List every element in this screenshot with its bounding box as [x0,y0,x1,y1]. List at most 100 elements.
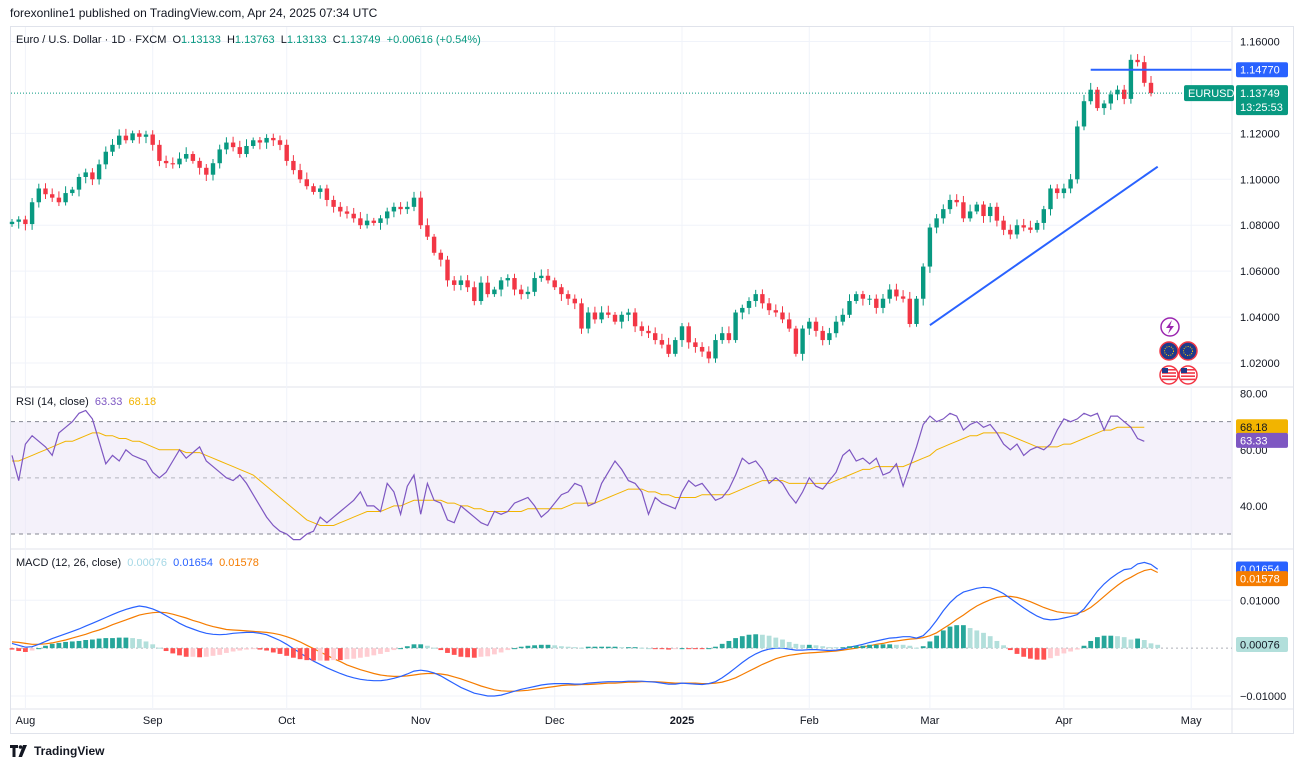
macd-hist-bar-106 [719,643,725,649]
annotations [11,68,1232,326]
candle-120 [813,317,819,337]
candle-body-63 [431,236,437,253]
macd-hist-bar-134 [907,645,913,649]
macd-hist-bar-113 [766,635,772,649]
candle-body-24 [170,163,175,165]
candle-42 [291,155,296,175]
candle-body-116 [787,319,792,329]
candle-92 [626,308,631,322]
candle-138 [934,214,939,234]
macd-hist-bar-51 [351,648,357,659]
macd-hist-bar-152 [1028,648,1033,659]
candle-body-3 [29,202,35,225]
rsi-ma-line [12,426,1145,526]
macd-hist-bar-170 [1148,643,1154,649]
candle-3 [29,197,35,230]
price-axis: 1.16000 1.12000 1.10000 1.08000 1.06000 1.040… [1184,36,1288,703]
macd-hist-bar-155 [1048,648,1053,659]
macd-hist-bar-160 [1081,645,1087,649]
candle-body-144 [974,204,979,212]
macd-hist-bar-14 [103,638,109,649]
macd-hist-bar-130 [880,644,886,649]
candle-body-131 [887,289,892,299]
macd-hist-bar-26 [183,648,189,657]
candle-body-145 [981,204,986,217]
macd-hist-bar-75 [512,648,517,650]
macd-hist-bar-147 [994,640,1000,649]
candle-body-80 [545,275,551,281]
macd-hist-bar-6 [49,643,55,649]
candle-158 [1068,174,1073,194]
candle-body-87 [592,312,598,320]
macd-hist-bar-35 [244,648,249,650]
candle-40 [277,135,283,151]
candle-body-151 [1021,225,1026,228]
candle-74 [505,274,510,287]
candle-body-166 [1122,89,1127,99]
macd-hist-bar-158 [1068,648,1073,652]
candle-91 [619,311,624,329]
macd-hist-value: 0.00076 [127,557,168,569]
candle-body-50 [344,211,350,214]
time-label-7: Mar [920,715,939,727]
candle-body-45 [311,186,316,192]
macd-hist-bar-13 [96,638,102,649]
eu-flag-stars-1 [1183,346,1193,356]
candle-83 [565,290,571,306]
candle-body-12 [90,172,95,180]
candle-body-167 [1128,59,1134,99]
candle-body-105 [713,340,718,359]
candle-85 [579,298,584,334]
close-value: 1.13749 [340,34,381,46]
candle-167 [1128,54,1134,104]
macd-hist-bar-55 [378,648,383,654]
macd-hist-bar-1 [16,648,22,652]
macd-hist-bar-101 [686,648,692,650]
macd-hist-bar-64 [438,648,444,651]
macd-hist-bar-115 [780,639,785,649]
candle-body-75 [512,278,517,290]
candle-107 [726,326,732,344]
footer-brand[interactable]: TradingView [10,744,104,758]
macd-hist-bar-110 [746,634,752,649]
candle-body-148 [1001,220,1006,230]
us-flag-icon-0 [1159,365,1179,385]
us-flag-stripe-1-1 [1181,372,1195,374]
low-label: L [280,34,287,46]
candle-61 [418,191,423,229]
candle-103 [699,342,705,357]
macd-hist-bar-151 [1021,648,1027,657]
candle-body-58 [398,206,403,210]
macd-hist-bar-121 [820,646,826,649]
macd-hist-bar-62 [425,645,430,649]
candle-body-42 [291,160,296,171]
candle-128 [867,294,872,306]
macd-hist-bar-63 [431,647,437,649]
candle-body-53 [364,220,370,226]
macd-hist-bar-129 [873,644,879,649]
candle-148 [1001,215,1006,236]
candle-body-133 [900,296,906,299]
candle-body-97 [659,340,665,345]
candle-111 [753,289,758,307]
candle-10 [76,173,82,197]
rsi-ma-value: 68.18 [128,396,157,408]
macd-hist-bar-72 [492,648,497,655]
macd-hist-bar-31 [217,648,223,655]
last-price-tag-bg [1236,85,1288,116]
candle-body-103 [699,346,705,352]
macd-hist-bar-161 [1088,640,1094,649]
candle-body-158 [1068,179,1073,189]
macd-hist-bar-97 [659,648,665,650]
candle-body-66 [452,280,457,285]
candle-30 [210,158,216,181]
candle-body-109 [740,307,745,313]
candle-78 [532,272,537,297]
macd-hist-bar-41 [284,648,290,656]
time-label-6: Feb [800,715,819,727]
candle-body-138 [934,218,939,228]
candle-body-23 [163,160,169,164]
candle-102 [693,338,698,353]
candle-body-44 [304,179,309,187]
